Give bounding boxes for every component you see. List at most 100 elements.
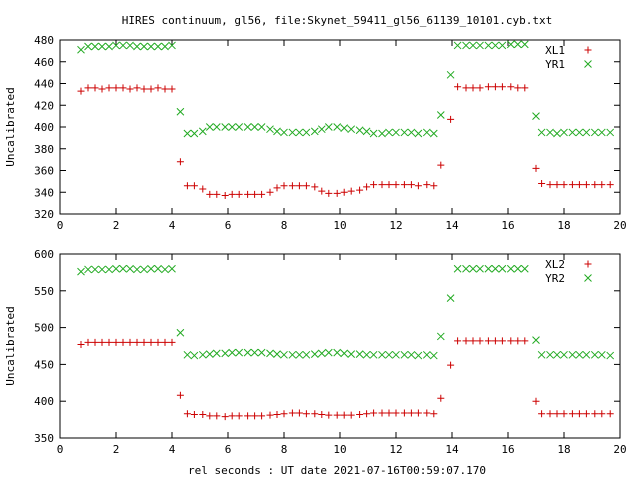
data-point [506, 40, 515, 49]
data-point [476, 264, 484, 273]
data-point [520, 264, 529, 273]
data-point [340, 349, 349, 358]
data-point [119, 84, 127, 92]
data-point [340, 411, 348, 419]
data-point [198, 350, 207, 359]
data-point [288, 350, 297, 359]
data-point [105, 84, 113, 92]
legend-marker [584, 260, 592, 268]
x-tick-label: 2 [113, 443, 120, 456]
data-point [190, 351, 199, 360]
data-point [273, 410, 281, 418]
data-point [546, 128, 554, 137]
data-point [98, 265, 106, 274]
data-point [407, 350, 416, 359]
data-point [228, 123, 237, 131]
data-point [295, 350, 304, 359]
data-point [140, 265, 148, 274]
data-point [521, 337, 529, 345]
data-point [302, 350, 311, 359]
data-point [423, 181, 431, 189]
data-point [429, 351, 438, 360]
data-point [133, 42, 141, 51]
y-tick-label: 600 [34, 248, 54, 261]
data-point [356, 186, 364, 194]
data-point [105, 338, 113, 346]
data-point [407, 181, 415, 189]
data-point [446, 294, 455, 303]
x-tick-label: 8 [281, 443, 288, 456]
data-point [400, 350, 409, 359]
data-point [161, 42, 169, 51]
data-point [469, 84, 477, 92]
data-point [105, 265, 113, 274]
data-point [469, 41, 477, 50]
data-point [302, 128, 311, 137]
data-point [407, 409, 415, 417]
data-point [537, 128, 546, 137]
data-point [112, 264, 120, 273]
y-tick-label: 360 [34, 165, 54, 178]
y-tick-label: 380 [34, 143, 54, 156]
data-point [560, 128, 568, 137]
data-point [532, 397, 540, 405]
data-point [414, 182, 422, 190]
data-point [295, 128, 304, 137]
data-point [333, 123, 342, 131]
y-tick-label: 320 [34, 208, 54, 221]
data-point [582, 128, 591, 137]
data-point [235, 123, 244, 131]
data-point [385, 128, 393, 137]
chart-title: HIRES continuum, gl56, file:Skynet_59411… [122, 14, 552, 27]
data-point [213, 190, 221, 198]
x-tick-label: 20 [613, 443, 626, 456]
data-point [221, 349, 230, 358]
data-point [119, 41, 127, 50]
data-point [235, 348, 244, 357]
data-point [560, 410, 568, 418]
data-point [310, 350, 319, 358]
data-point [126, 85, 134, 93]
data-point [498, 264, 507, 273]
data-point [454, 83, 462, 91]
data-point [423, 409, 431, 417]
data-point [356, 410, 364, 418]
data-point [273, 184, 281, 192]
data-point [484, 264, 493, 273]
data-point [266, 411, 274, 419]
data-point [453, 41, 462, 50]
data-point [311, 410, 319, 418]
data-point [333, 189, 341, 197]
x-tick-label: 16 [501, 219, 514, 232]
data-point [324, 348, 333, 357]
data-point [378, 350, 386, 359]
x-tick-label: 0 [57, 443, 64, 456]
x-tick-label: 6 [225, 443, 232, 456]
data-point [422, 128, 431, 137]
data-point [250, 123, 259, 131]
data-point [244, 412, 252, 420]
y-tick-label: 420 [34, 99, 54, 112]
data-point [140, 42, 148, 51]
series-YR1 [77, 40, 615, 138]
legend-marker [584, 46, 592, 54]
data-point [447, 361, 455, 369]
data-point [273, 127, 281, 136]
data-point [324, 123, 333, 131]
data-point [244, 190, 252, 198]
data-point [414, 351, 423, 360]
data-point [147, 85, 155, 93]
data-point [198, 127, 207, 136]
x-tick-label: 8 [281, 219, 288, 232]
data-point [414, 129, 423, 138]
data-point [168, 41, 176, 50]
data-point [553, 181, 561, 189]
data-point [454, 337, 462, 345]
data-point [582, 350, 591, 359]
data-point [295, 409, 303, 417]
data-point [453, 264, 462, 273]
data-point [590, 350, 599, 359]
data-point [521, 84, 529, 92]
data-point [206, 412, 214, 420]
